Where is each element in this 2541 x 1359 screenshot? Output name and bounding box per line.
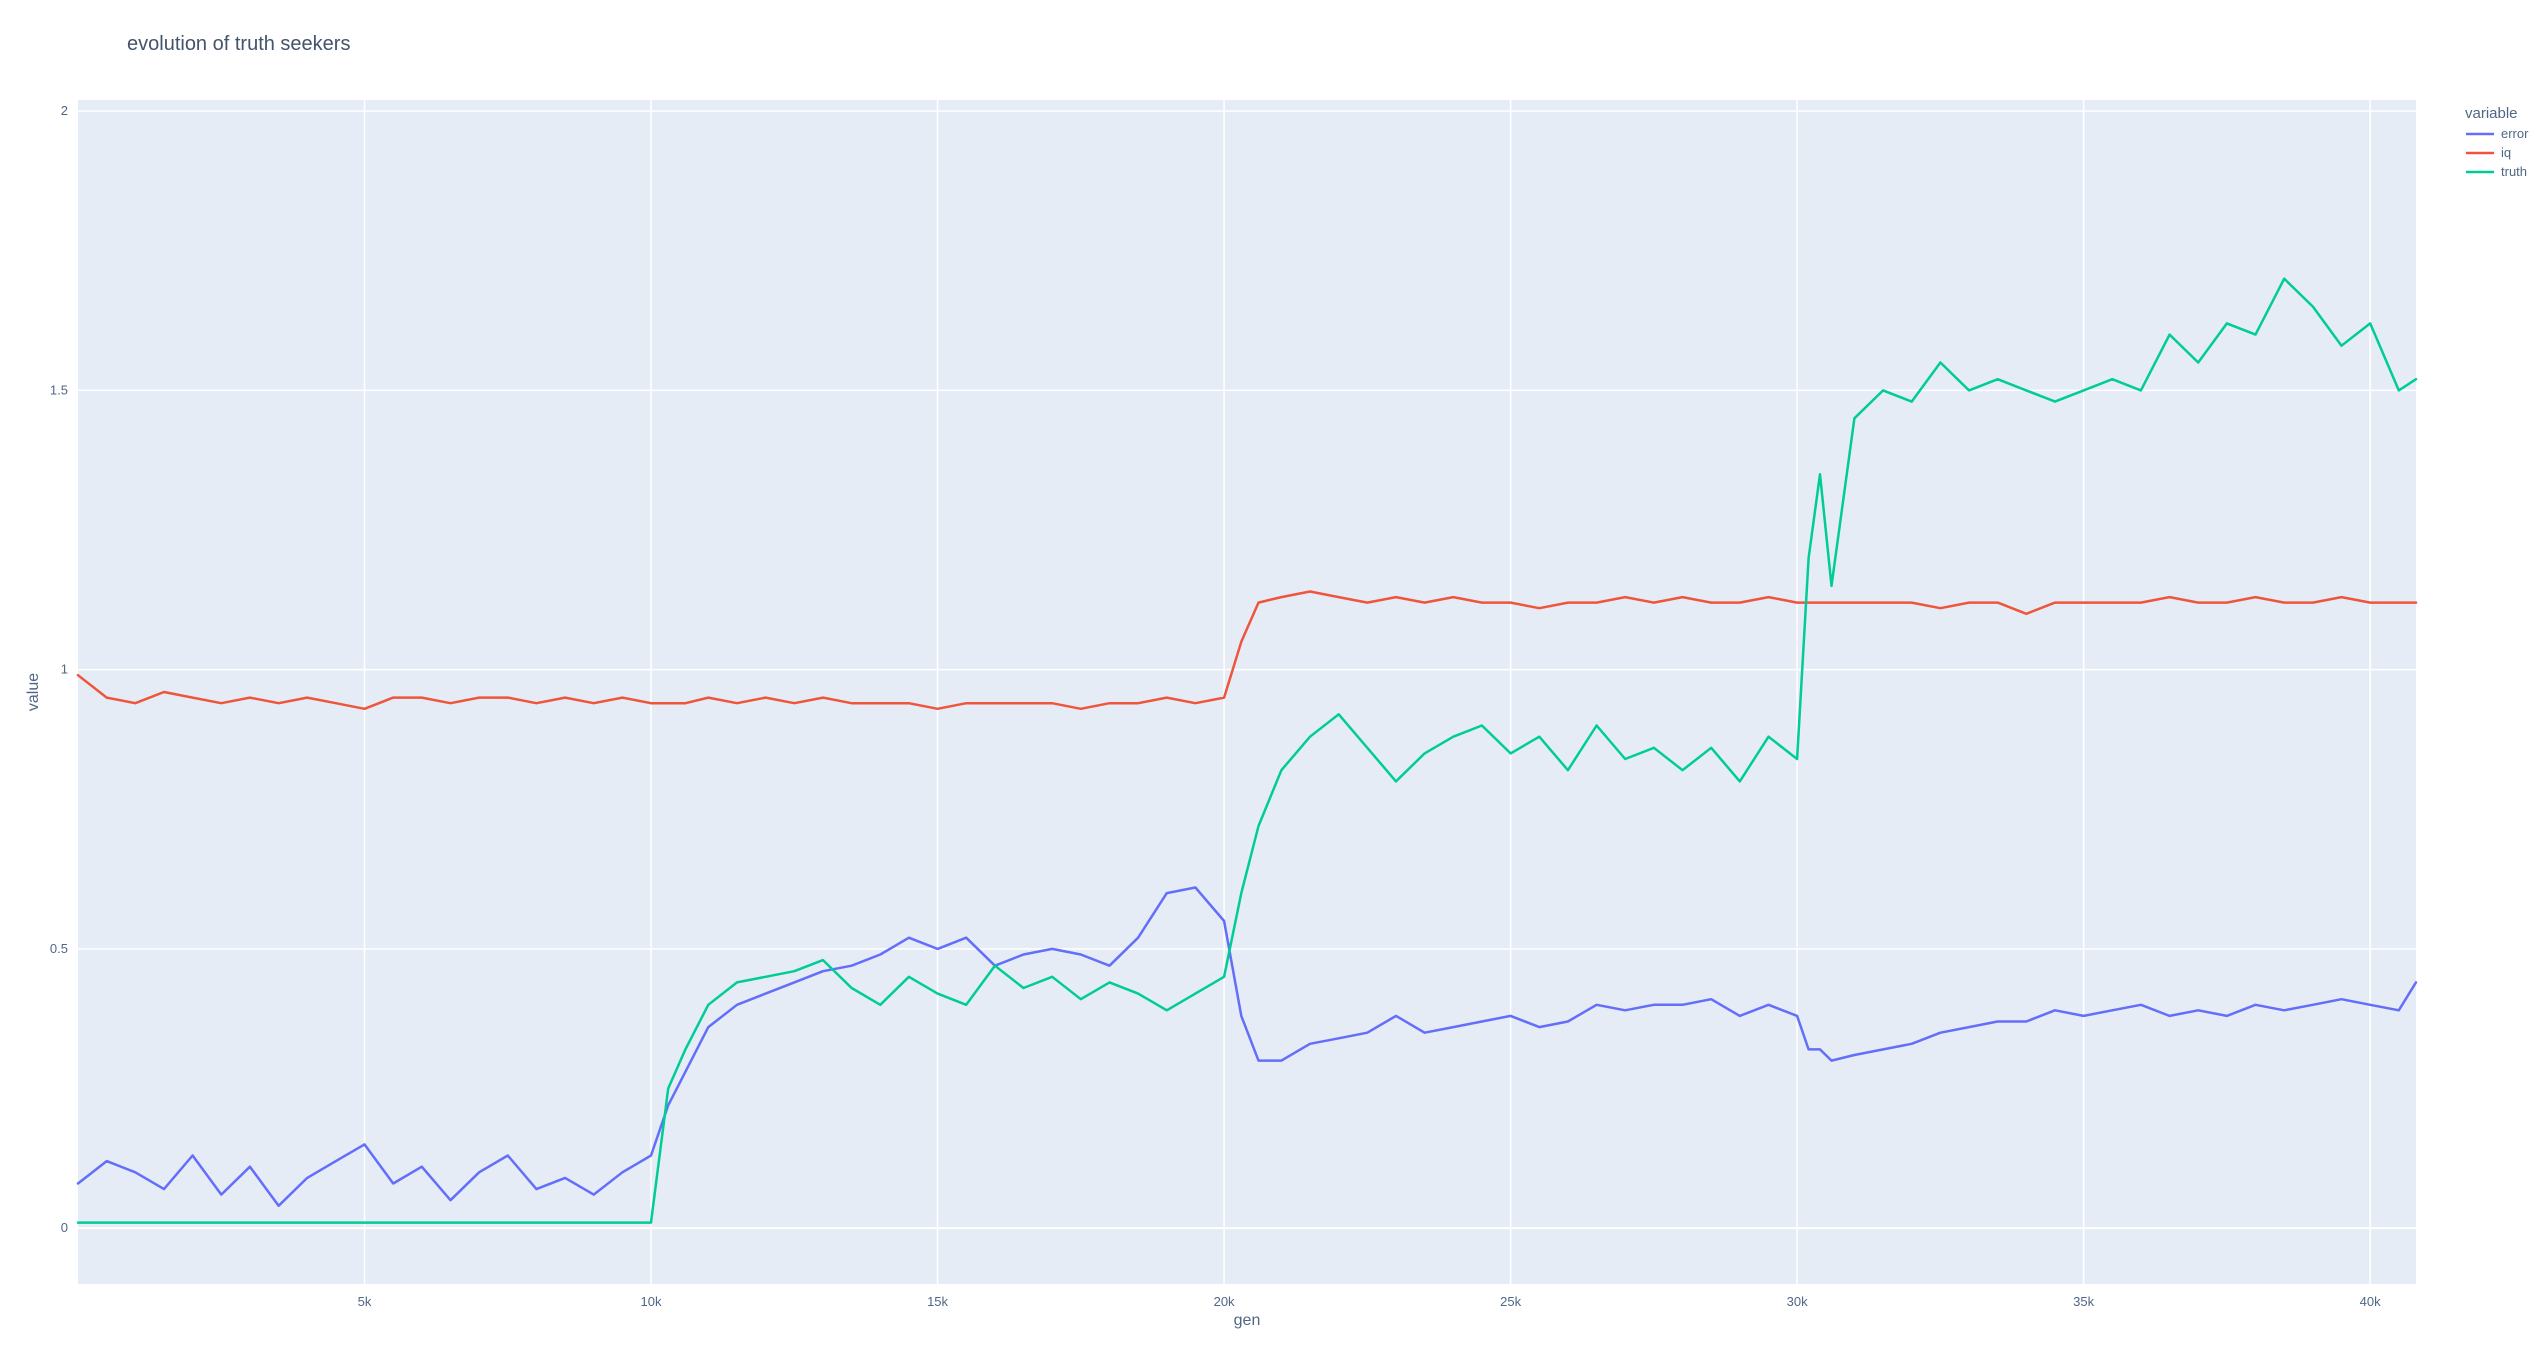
series-lines bbox=[76, 277, 2418, 1224]
legend-title: variable bbox=[2465, 105, 2518, 122]
x-axis-title: gen bbox=[1234, 1312, 1261, 1329]
legend-label: iq bbox=[2501, 145, 2511, 160]
x-tick-label: 35k bbox=[2073, 1294, 2094, 1309]
y-tick-label: 0.5 bbox=[50, 941, 68, 956]
x-tick-label: 5k bbox=[358, 1294, 372, 1309]
x-axis-ticks: 5k 10k 15k 20k 25k 30k 35k 40k bbox=[358, 1294, 2381, 1309]
legend-label: error bbox=[2501, 126, 2529, 141]
y-tick-label: 1.5 bbox=[50, 382, 68, 397]
y-tick-label: 1 bbox=[61, 662, 68, 677]
x-tick-label: 30k bbox=[1787, 1294, 1808, 1309]
series-line-error[interactable] bbox=[76, 886, 2418, 1208]
x-tick-label: 25k bbox=[1500, 1294, 1521, 1309]
plot-area[interactable] bbox=[78, 100, 2416, 1284]
x-tick-label: 15k bbox=[927, 1294, 948, 1309]
x-tick-label: 40k bbox=[2360, 1294, 2381, 1309]
y-axis-ticks: 0 0.5 1 1.5 2 bbox=[50, 103, 68, 1235]
x-tick-label: 20k bbox=[1214, 1294, 1235, 1309]
legend-item-iq[interactable]: iq bbox=[2466, 145, 2511, 160]
y-tick-label: 2 bbox=[61, 103, 68, 118]
legend-item-truth[interactable]: truth bbox=[2466, 164, 2527, 179]
legend-items[interactable]: error iq truth bbox=[2466, 126, 2529, 179]
y-axis-title: value bbox=[25, 673, 42, 711]
series-line-iq[interactable] bbox=[76, 590, 2418, 711]
x-tick-label: 10k bbox=[641, 1294, 662, 1309]
legend[interactable]: variable error iq truth bbox=[2465, 105, 2529, 179]
legend-label: truth bbox=[2501, 164, 2527, 179]
grid-lines bbox=[78, 100, 2416, 1284]
y-tick-label: 0 bbox=[61, 1220, 68, 1235]
series-line-truth[interactable] bbox=[76, 277, 2418, 1224]
legend-item-error[interactable]: error bbox=[2466, 126, 2529, 141]
chart-title: evolution of truth seekers bbox=[127, 33, 350, 55]
